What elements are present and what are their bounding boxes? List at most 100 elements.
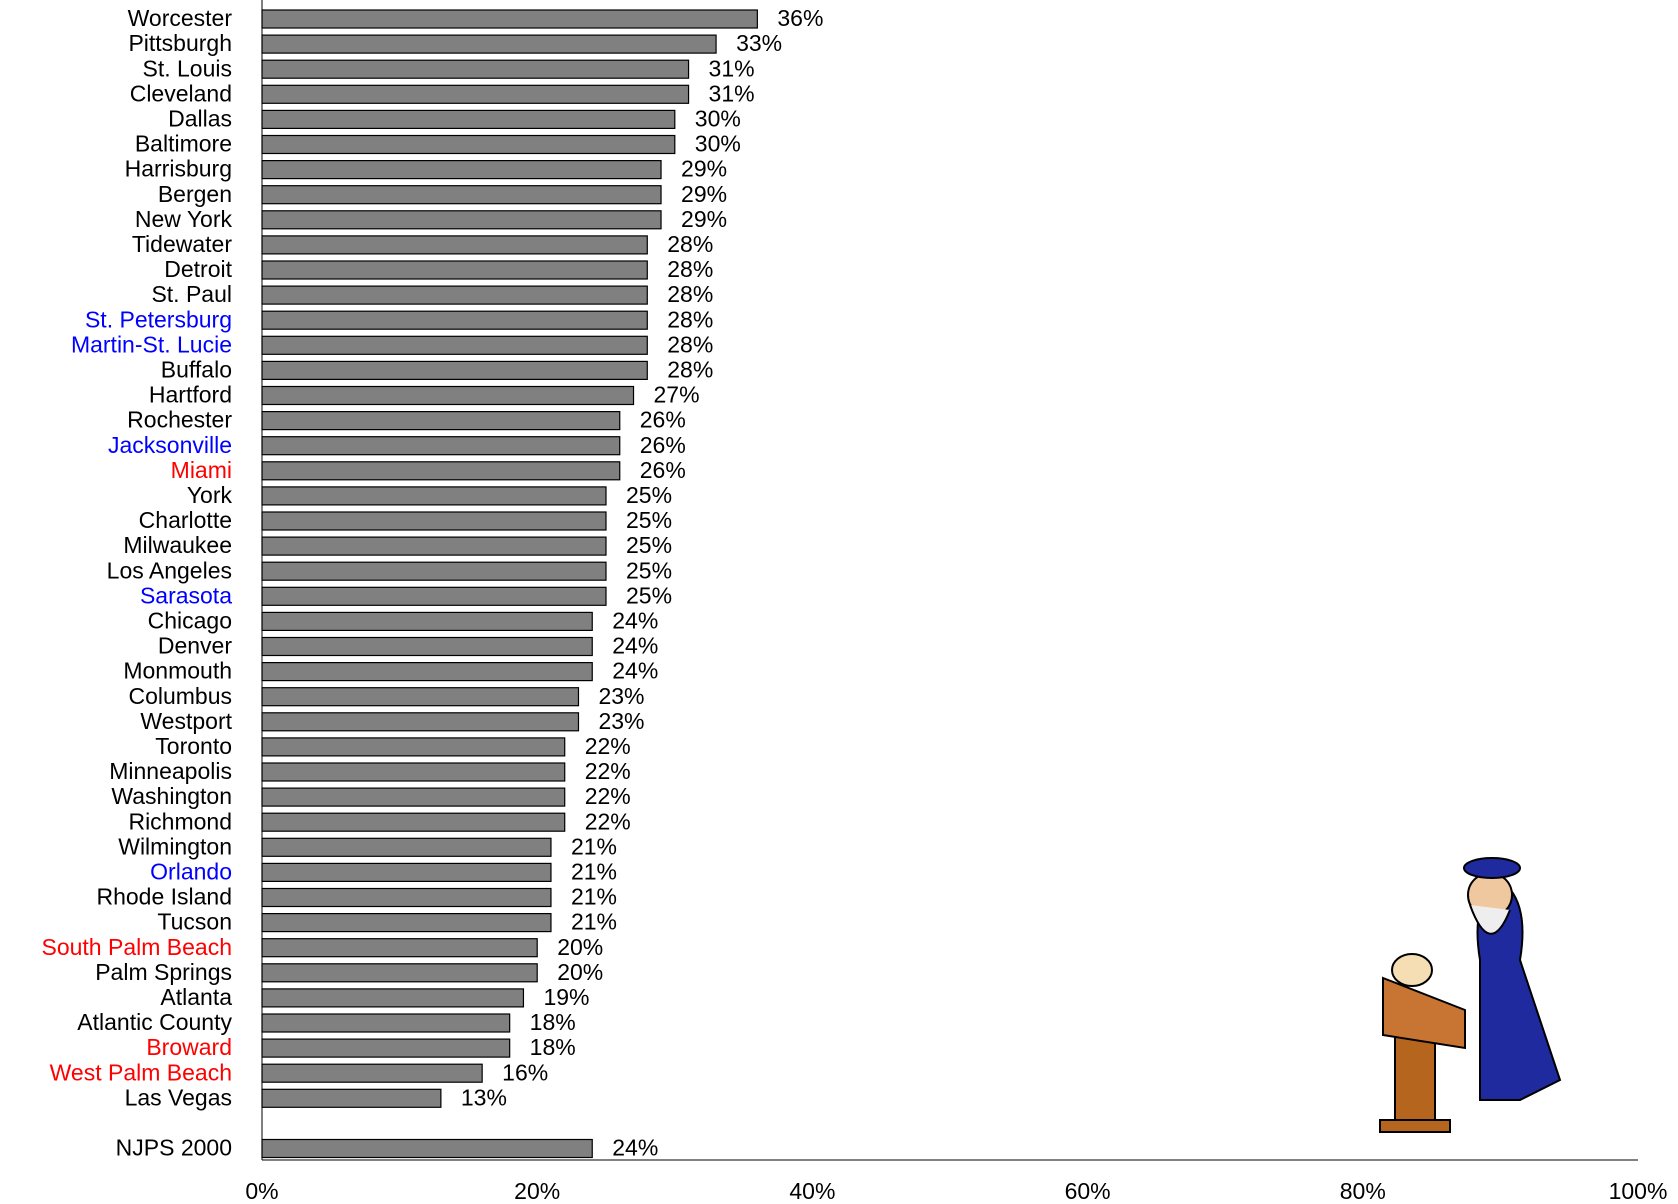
y-tick-label: Pittsburgh <box>128 30 232 56</box>
bar <box>261 285 648 305</box>
bar <box>261 511 607 531</box>
y-tick-label: South Palm Beach <box>41 934 232 960</box>
value-label: 18% <box>530 1009 576 1035</box>
value-label: 25% <box>626 507 672 533</box>
bar <box>261 486 607 506</box>
value-label: 20% <box>557 959 603 985</box>
value-label: 25% <box>626 582 672 608</box>
value-label: 31% <box>709 80 755 106</box>
value-label: 24% <box>612 607 658 633</box>
bar <box>261 160 662 180</box>
y-tick-label: Atlanta <box>160 984 232 1010</box>
bar <box>261 762 566 782</box>
bar <box>261 335 648 355</box>
bar <box>261 661 593 682</box>
value-label: 29% <box>681 181 727 207</box>
y-tick-label: Toronto <box>155 733 232 759</box>
y-tick-label: Denver <box>158 633 232 659</box>
bar <box>261 536 607 556</box>
bar <box>261 1013 511 1033</box>
value-label: 22% <box>585 733 631 759</box>
bar <box>261 887 552 908</box>
y-tick-label: Columbus <box>128 683 232 709</box>
y-tick-label: Bergen <box>158 181 232 207</box>
value-label: 24% <box>612 633 658 659</box>
x-tick-label: 40% <box>789 1178 835 1204</box>
value-label: 22% <box>585 758 631 784</box>
y-tick-label: St. Petersburg <box>85 306 232 332</box>
y-tick-label: Atlantic County <box>77 1009 232 1035</box>
y-tick-label: Sarasota <box>140 582 232 608</box>
y-tick-label: West Palm Beach <box>50 1059 232 1085</box>
bar <box>261 938 538 958</box>
y-tick-label: Monmouth <box>123 658 232 684</box>
value-label: 33% <box>736 30 782 56</box>
y-tick-label: St. Paul <box>151 281 232 307</box>
bar <box>261 109 676 130</box>
bar <box>261 34 717 54</box>
y-tick-label: Buffalo <box>161 356 232 382</box>
bar <box>261 260 648 280</box>
bar <box>261 988 525 1008</box>
y-tick-label: York <box>187 482 233 508</box>
value-label: 16% <box>502 1059 548 1085</box>
y-tick-label: Harrisburg <box>125 156 232 182</box>
bar <box>261 837 552 857</box>
y-tick-label: Dallas <box>168 105 232 131</box>
y-tick-label: Hartford <box>149 382 232 408</box>
value-label: 30% <box>695 105 741 131</box>
value-label: 28% <box>667 356 713 382</box>
y-tick-label: Tidewater <box>132 231 232 257</box>
bar <box>261 461 621 481</box>
bar <box>261 9 758 29</box>
y-tick-label: Worcester <box>128 5 233 31</box>
value-label: 18% <box>530 1034 576 1060</box>
value-label: 23% <box>598 683 644 709</box>
value-label: 21% <box>571 909 617 935</box>
value-label: 31% <box>709 55 755 81</box>
bar <box>261 310 648 330</box>
y-tick-label: Broward <box>146 1034 232 1060</box>
y-tick-label: Los Angeles <box>107 557 232 583</box>
value-label: 25% <box>626 532 672 558</box>
bar <box>261 1063 483 1083</box>
clipart <box>1379 857 1562 1133</box>
y-tick-label: Minneapolis <box>109 758 232 784</box>
x-tick-label: 80% <box>1340 1178 1386 1204</box>
value-label: 26% <box>640 432 686 458</box>
bar <box>261 1138 593 1159</box>
value-label: 24% <box>612 658 658 684</box>
value-label: 19% <box>543 984 589 1010</box>
value-label: 25% <box>626 482 672 508</box>
y-tick-label: NJPS 2000 <box>116 1135 232 1161</box>
bar <box>261 84 690 104</box>
bar <box>261 235 648 255</box>
y-tick-label: St. Louis <box>143 55 233 81</box>
y-tick-label: Las Vegas <box>125 1084 232 1110</box>
value-label: 26% <box>640 457 686 483</box>
bar <box>261 210 662 230</box>
bar <box>261 385 635 406</box>
y-tick-label: Rochester <box>127 407 232 433</box>
value-label: 28% <box>667 231 713 257</box>
y-tick-label: Wilmington <box>118 833 232 859</box>
y-tick-label: Miami <box>171 457 232 483</box>
y-tick-label: Richmond <box>128 808 232 834</box>
bar <box>261 1088 442 1108</box>
value-label: 36% <box>777 5 823 31</box>
value-label: 24% <box>612 1135 658 1161</box>
value-label: 13% <box>461 1084 507 1110</box>
bar <box>261 134 676 155</box>
y-tick-label: Chicago <box>148 607 232 633</box>
y-tick-label: Rhode Island <box>96 884 232 910</box>
value-label: 21% <box>571 833 617 859</box>
y-tick-label: Westport <box>140 708 232 734</box>
value-label: 27% <box>654 382 700 408</box>
bar <box>261 687 580 707</box>
value-label: 20% <box>557 934 603 960</box>
y-tick-label: Detroit <box>164 256 232 282</box>
value-label: 25% <box>626 557 672 583</box>
bar <box>261 59 690 79</box>
value-label: 30% <box>695 131 741 157</box>
value-label: 28% <box>667 281 713 307</box>
